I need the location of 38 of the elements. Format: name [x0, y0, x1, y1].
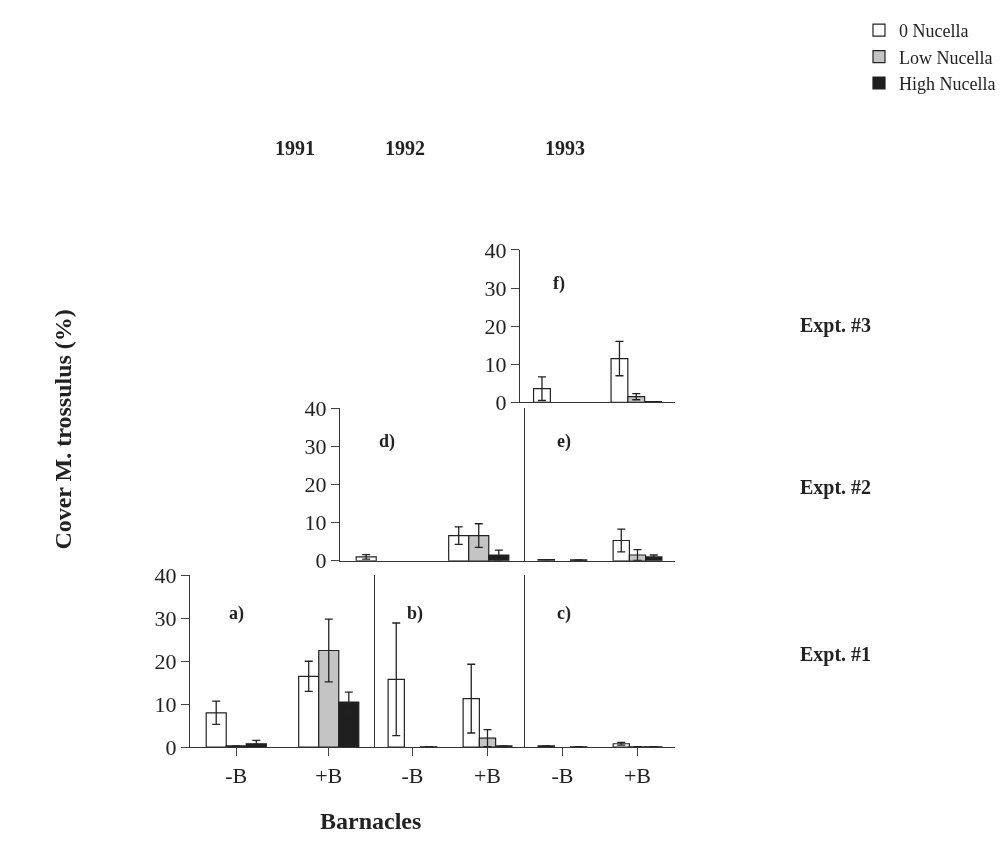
y-axis-title: Cover M. trossulus (%)	[50, 309, 77, 550]
y-tick-label: 0	[315, 548, 327, 574]
x-tick-label: -B	[225, 762, 248, 788]
y-tick-label: 20	[484, 313, 507, 339]
text: 1991	[275, 137, 315, 159]
x-tick-label: +B	[315, 762, 343, 788]
text: b)	[407, 603, 424, 624]
text: 1992	[385, 137, 425, 159]
y-tick-label: 40	[304, 395, 327, 421]
text: Expt. #2	[800, 476, 872, 499]
x-tick-label: -B	[551, 762, 574, 788]
text: 1993	[545, 137, 585, 159]
y-tick-label: 0	[165, 734, 177, 760]
y-tick-label: 40	[154, 562, 177, 588]
y-tick-label: 10	[484, 352, 507, 377]
y-tick-label: 20	[154, 648, 177, 674]
y-tick-label: 10	[154, 691, 177, 717]
legend-label: Low Nucella	[899, 47, 993, 68]
x-tick-label: -B	[401, 762, 424, 788]
x-tick-label: +B	[473, 762, 502, 788]
legend-label: High Nucella	[899, 74, 996, 95]
text: e)	[557, 431, 571, 452]
y-tick-label: 30	[484, 275, 507, 301]
y-tick-label: 30	[154, 605, 177, 631]
text: c)	[557, 603, 571, 624]
x-axis-title: Barnacles	[320, 808, 422, 834]
x-tick-label: +B	[623, 762, 652, 788]
y-tick-label: 20	[304, 472, 327, 498]
text: d)	[379, 431, 396, 452]
text: Expt. #3	[800, 314, 872, 337]
legend-label: 0 Nucella	[899, 21, 969, 42]
y-tick-label: 40	[484, 237, 507, 263]
text: Expt. #1	[800, 643, 872, 666]
text: f)	[553, 273, 565, 294]
y-tick-label: 0	[495, 390, 507, 416]
text: a)	[229, 603, 244, 624]
y-tick-label: 30	[304, 434, 327, 460]
y-tick-label: 10	[304, 510, 327, 536]
